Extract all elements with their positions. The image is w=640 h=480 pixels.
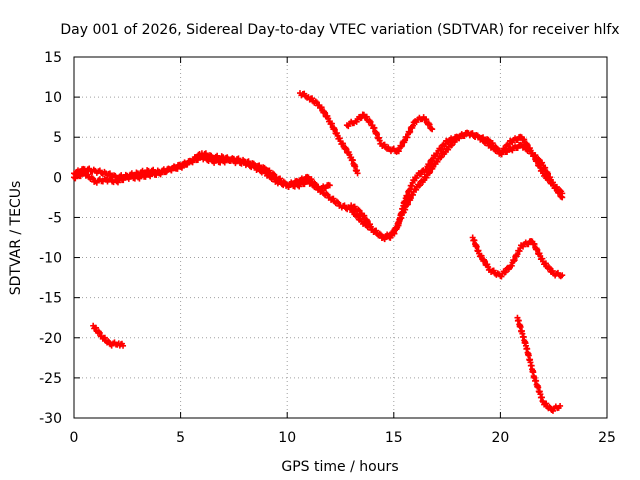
chart-title: Day 001 of 2026, Sidereal Day-to-day VTE… (60, 22, 619, 38)
series-trace-c (296, 90, 361, 177)
x-tick-label: 5 (176, 430, 185, 446)
y-tick-label: 0 (53, 170, 62, 186)
x-axis-label: GPS time / hours (281, 459, 398, 475)
grid-lines (74, 57, 607, 418)
x-tick-label: 10 (278, 430, 296, 446)
y-tick-label: -10 (39, 251, 62, 267)
y-tick-label: -5 (48, 210, 62, 226)
series-trace-h (90, 322, 127, 349)
series-trace-a (71, 153, 333, 194)
x-tick-label: 20 (491, 430, 509, 446)
y-tick-label: 5 (53, 130, 62, 146)
y-axis-label: SDTVAR / TECUs (8, 181, 24, 296)
x-tick-label: 15 (385, 430, 403, 446)
y-tick-label: -20 (39, 331, 62, 347)
series-trace-g (514, 314, 564, 414)
series-trace-d (343, 111, 436, 155)
y-tick-label: 15 (44, 50, 62, 66)
y-tick-label: 10 (44, 90, 62, 106)
x-tick-label: 25 (598, 430, 616, 446)
y-tick-label: -25 (39, 371, 62, 387)
series-trace-f (469, 234, 566, 280)
x-tick-label: 0 (70, 430, 79, 446)
y-tick-label: -30 (39, 411, 62, 427)
series-trace-e (348, 129, 566, 243)
data-series (71, 90, 566, 414)
y-tick-label: -15 (39, 291, 62, 307)
plot-border (73, 56, 608, 419)
tick-labels: 0 5 10 15 20 25 15 10 5 0 -5 -10 -15 -20 -25 -30 (39, 50, 616, 446)
axis-frame (73, 56, 608, 419)
